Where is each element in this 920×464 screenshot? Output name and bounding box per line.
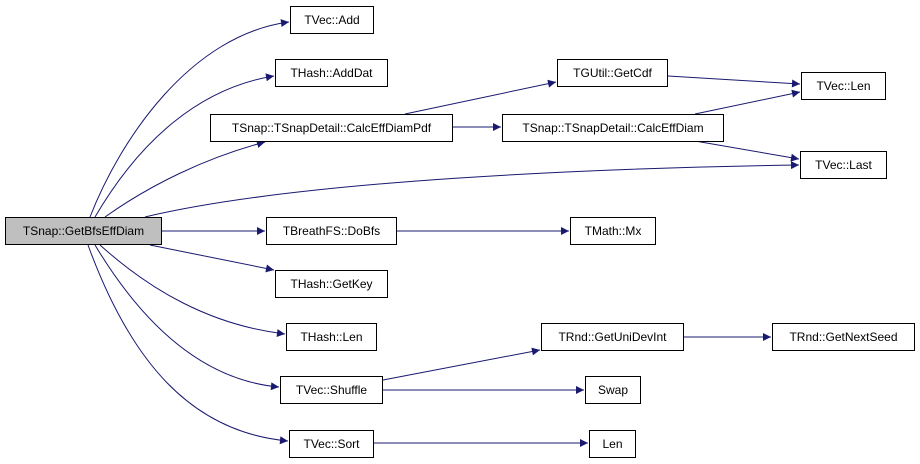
node-dobfs[interactable]: TBreathFS::DoBfs bbox=[266, 217, 397, 245]
root-node[interactable]: TSnap::GetBfsEffDiam bbox=[5, 217, 162, 245]
edge-root-to-vec_sort bbox=[87, 244, 289, 445]
node-swap[interactable]: Swap bbox=[585, 376, 641, 404]
edge-vec_shuffle-to-uni_dev_int bbox=[382, 347, 541, 381]
edge-root-to-vec_add bbox=[89, 19, 290, 218]
node-hash-getkey[interactable]: THash::GetKey bbox=[275, 270, 388, 298]
edge-root-to-hash_getkey bbox=[149, 244, 275, 273]
node-math-mx[interactable]: TMath::Mx bbox=[570, 217, 656, 245]
node-vec-shuffle[interactable]: TVec::Shuffle bbox=[280, 376, 383, 404]
edge-calc_pdf-to-getcdf bbox=[404, 79, 557, 115]
node-calc-diam[interactable]: TSnap::TSnapDetail::CalcEffDiam bbox=[502, 114, 724, 142]
node-getcdf[interactable]: TGUtil::GetCdf bbox=[557, 59, 668, 87]
edge-calc_diam-to-vec_last bbox=[694, 140, 800, 162]
edge-root-to-vec_last bbox=[144, 161, 800, 218]
node-calc-pdf[interactable]: TSnap::TSnapDetail::CalcEffDiamPdf bbox=[210, 114, 453, 142]
node-next-seed[interactable]: TRnd::GetNextSeed bbox=[772, 323, 915, 351]
edge-calc_diam-to-vec_len bbox=[694, 89, 801, 115]
edge-root-to-vec_shuffle bbox=[94, 244, 280, 391]
node-vec-last[interactable]: TVec::Last bbox=[800, 151, 887, 179]
node-hash-adddat[interactable]: THash::AddDat bbox=[275, 59, 388, 87]
edge-root-to-calc_pdf bbox=[104, 140, 266, 218]
node-vec-add[interactable]: TVec::Add bbox=[290, 6, 374, 34]
edge-root-to-hash_adddat bbox=[94, 73, 275, 218]
node-vec-len[interactable]: TVec::Len bbox=[801, 72, 886, 100]
node-vec-sort[interactable]: TVec::Sort bbox=[289, 430, 374, 458]
edge-getcdf-to-vec_len bbox=[667, 75, 801, 88]
node-uni-dev-int[interactable]: TRnd::GetUniDevInt bbox=[541, 323, 684, 351]
node-hash-len[interactable]: THash::Len bbox=[286, 323, 377, 351]
node-len[interactable]: Len bbox=[589, 430, 636, 458]
edge-root-to-hash_len bbox=[99, 244, 286, 338]
